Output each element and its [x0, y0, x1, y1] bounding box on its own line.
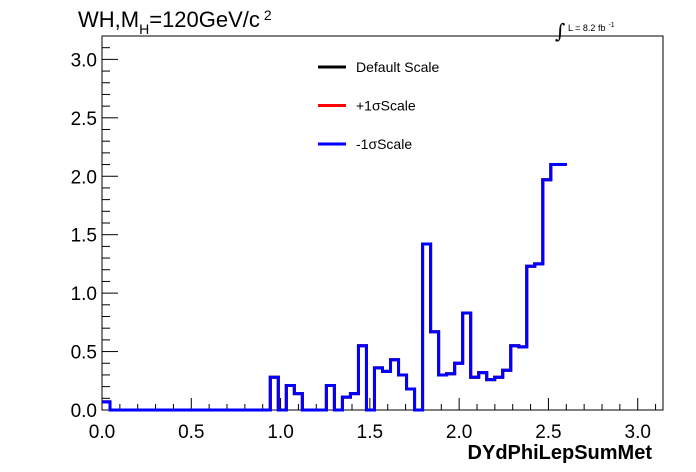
lumi-label: L = 8.2 fb -1: [568, 22, 615, 33]
title-rest: =120GeV/c: [149, 7, 260, 32]
y-tick-label: 0.5: [71, 343, 97, 364]
y-tick-label: 3.0: [71, 50, 97, 71]
legend-label: +1σScale: [356, 98, 416, 114]
series-line-0: [102, 163, 567, 412]
x-tick-label: 1.5: [357, 422, 383, 443]
x-tick-label: 0.5: [178, 422, 204, 443]
y-axis-ticks: 0.0 0.5 1.0 1.5 2.0 2.5 3.0: [71, 35, 118, 422]
x-tick-label: 0.0: [89, 422, 115, 443]
title-main: WH,M: [78, 7, 139, 32]
x-tick-label: 3.0: [625, 422, 651, 443]
x-axis-label: DYdPhiLepSumMet: [468, 442, 653, 464]
y-tick-label: 1.0: [71, 284, 97, 305]
x-tick-label: 1.0: [267, 422, 293, 443]
lumi-superscript: -1: [608, 22, 614, 29]
title-subscript: H: [139, 21, 149, 37]
lumi-text: L = 8.2 fb: [568, 23, 605, 33]
series-line-2: [102, 163, 567, 412]
series-line-1: [102, 163, 567, 412]
lumi-integral-symbol: ∫: [555, 19, 565, 43]
y-tick-label: 1.5: [71, 226, 97, 247]
y-tick-label: 2.5: [71, 109, 97, 130]
title-superscript: 2: [264, 7, 272, 23]
x-axis-ticks: 0.0 0.5 1.0 1.5 2.0 2.5 3.0: [89, 398, 657, 443]
plot-frame: [101, 35, 664, 411]
chart-title: WH,MH=120GeV/c 2: [78, 7, 272, 37]
y-tick-label: 2.0: [71, 167, 97, 188]
y-tick-label: 0.0: [71, 401, 97, 422]
x-tick-label: 2.0: [446, 422, 472, 443]
series-lines: [102, 163, 567, 412]
x-tick-label: 2.5: [535, 422, 561, 443]
legend-label: -1σScale: [356, 136, 412, 152]
legend: Default Scale +1σScale -1σScale: [318, 59, 439, 152]
legend-label: Default Scale: [356, 59, 439, 75]
